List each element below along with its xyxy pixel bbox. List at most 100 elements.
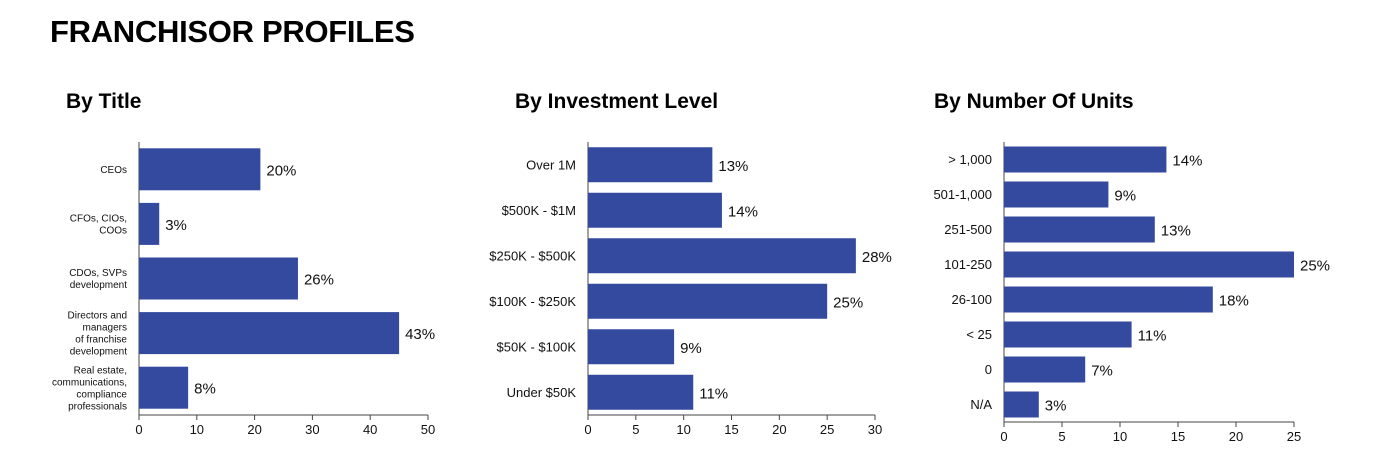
bar bbox=[1004, 216, 1155, 243]
bar bbox=[588, 283, 828, 319]
x-tick-label: 20 bbox=[247, 422, 261, 437]
category-label: N/A bbox=[970, 397, 992, 412]
category-label: CFOs, CIOs, COOs bbox=[70, 214, 127, 237]
bar bbox=[1004, 146, 1167, 173]
bar bbox=[1004, 181, 1109, 208]
page-title: FRANCHISOR PROFILES bbox=[50, 14, 415, 49]
x-tick-label: 0 bbox=[135, 422, 142, 437]
category-label-line: CDOs, SVPs bbox=[69, 268, 127, 279]
x-tick-label: 50 bbox=[421, 422, 435, 437]
category-label: $100K - $250K bbox=[489, 294, 576, 309]
x-tick-label: 30 bbox=[868, 422, 882, 437]
category-label-line: 101-250 bbox=[944, 257, 992, 272]
category-label: < 25 bbox=[966, 327, 992, 342]
data-label: 9% bbox=[680, 340, 702, 357]
category-label-line: 26-100 bbox=[952, 292, 992, 307]
bar bbox=[139, 366, 189, 409]
x-tick-label: 5 bbox=[1058, 429, 1065, 444]
category-label: $250K - $500K bbox=[489, 248, 576, 263]
data-label: 28% bbox=[862, 249, 892, 266]
data-label: 8% bbox=[194, 381, 216, 398]
data-label: 7% bbox=[1091, 363, 1113, 380]
chart-title-by-title: By Title bbox=[66, 90, 142, 113]
x-tick-label: 0 bbox=[584, 422, 591, 437]
category-label: 501-1,000 bbox=[933, 187, 992, 202]
data-label: 14% bbox=[1172, 153, 1202, 170]
data-label: 13% bbox=[718, 158, 748, 175]
category-label-line: compliance bbox=[76, 389, 127, 400]
data-label: 11% bbox=[699, 385, 728, 402]
category-label-line: professionals bbox=[68, 401, 127, 412]
category-label-line: Real estate, bbox=[74, 365, 127, 376]
bar bbox=[1004, 251, 1294, 278]
data-label: 3% bbox=[165, 217, 187, 234]
category-label: $500K - $1M bbox=[502, 203, 576, 218]
bar bbox=[588, 374, 694, 410]
category-label: > 1,000 bbox=[948, 152, 992, 167]
data-label: 25% bbox=[1300, 258, 1330, 275]
category-label-line: > 1,000 bbox=[948, 152, 992, 167]
chart-title-by-number-of-units: By Number Of Units bbox=[934, 90, 1134, 113]
category-label-line: 0 bbox=[985, 362, 992, 377]
data-label: 9% bbox=[1114, 188, 1136, 205]
category-label-line: Directors and bbox=[68, 311, 127, 322]
category-label-line: $250K - $500K bbox=[489, 248, 576, 263]
category-label: 101-250 bbox=[944, 257, 992, 272]
data-label: 18% bbox=[1219, 293, 1249, 310]
bar bbox=[139, 312, 400, 355]
x-tick-label: 15 bbox=[724, 422, 738, 437]
category-label-line: CFOs, CIOs, bbox=[70, 214, 127, 225]
data-label: 25% bbox=[833, 294, 863, 311]
category-label: Under $50K bbox=[507, 385, 577, 400]
category-label: Real estate, communications, compliance pro… bbox=[52, 365, 127, 412]
category-label: 251-500 bbox=[944, 222, 992, 237]
data-label: 26% bbox=[304, 272, 334, 289]
bar bbox=[139, 257, 298, 300]
x-tick-label: 20 bbox=[1229, 429, 1243, 444]
bar bbox=[588, 192, 722, 228]
x-tick-label: 0 bbox=[1000, 429, 1007, 444]
category-label: Directors and managers of franchise develop… bbox=[68, 311, 128, 358]
category-label: $50K - $100K bbox=[496, 339, 576, 354]
bar bbox=[1004, 391, 1039, 418]
data-label: 13% bbox=[1161, 223, 1191, 240]
x-tick-label: 20 bbox=[772, 422, 786, 437]
data-label: 14% bbox=[728, 203, 758, 220]
category-label: CEOs bbox=[100, 165, 127, 176]
data-label: 11% bbox=[1138, 328, 1167, 345]
category-label-line: < 25 bbox=[966, 327, 992, 342]
bar bbox=[139, 202, 160, 245]
category-label-line: $50K - $100K bbox=[496, 339, 576, 354]
x-tick-label: 25 bbox=[1287, 429, 1301, 444]
category-label: CDOs, SVPs development bbox=[69, 268, 127, 291]
x-tick-label: 10 bbox=[190, 422, 204, 437]
category-label-line: communications, bbox=[52, 377, 127, 388]
category-label-line: Over 1M bbox=[526, 157, 576, 172]
bar bbox=[588, 329, 675, 365]
x-tick-label: 10 bbox=[1113, 429, 1127, 444]
category-label-line: CEOs bbox=[100, 165, 127, 176]
category-label-line: managers bbox=[83, 323, 127, 334]
bar bbox=[139, 148, 261, 191]
category-label-line: N/A bbox=[970, 397, 992, 412]
data-label: 43% bbox=[405, 326, 435, 343]
bar bbox=[1004, 286, 1213, 313]
x-tick-label: 5 bbox=[632, 422, 639, 437]
category-label-line: 501-1,000 bbox=[933, 187, 992, 202]
category-label: 0 bbox=[985, 362, 992, 377]
x-tick-label: 25 bbox=[820, 422, 834, 437]
x-tick-label: 10 bbox=[676, 422, 690, 437]
bar bbox=[588, 147, 713, 183]
data-label: 20% bbox=[266, 162, 296, 179]
category-label-line: development bbox=[70, 347, 127, 358]
x-tick-label: 40 bbox=[363, 422, 377, 437]
bar bbox=[588, 238, 856, 274]
x-tick-label: 30 bbox=[305, 422, 319, 437]
category-label-line: COOs bbox=[99, 226, 127, 237]
category-label-line: $500K - $1M bbox=[502, 203, 576, 218]
category-label-line: development bbox=[70, 280, 127, 291]
category-label: 26-100 bbox=[952, 292, 992, 307]
